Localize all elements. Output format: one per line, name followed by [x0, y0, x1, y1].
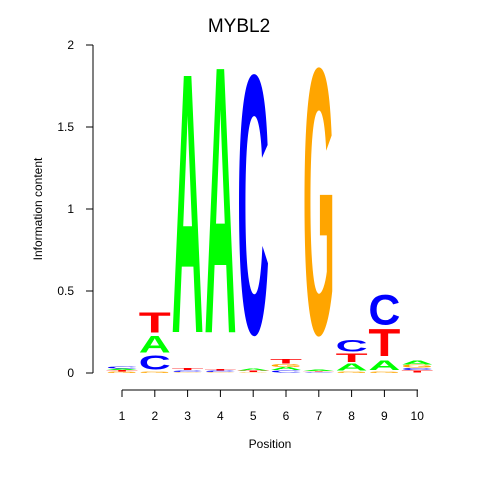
logo-letter-g: G: [139, 371, 171, 373]
logo-letter-a: A: [270, 367, 302, 372]
logo-letter-c: C: [139, 352, 171, 374]
y-axis: 0 0.5 1 1.5 2: [57, 38, 94, 380]
x-tick-label: 5: [250, 409, 257, 423]
logo-letter-g: G: [270, 363, 302, 367]
logo-letter-g: G: [237, 372, 269, 373]
logo-letter-t: T: [237, 371, 270, 373]
x-tick-label: 4: [217, 409, 224, 423]
logo-letter-c: C: [172, 370, 204, 372]
logo-letter-t: T: [270, 358, 302, 365]
logo-letter-t: T: [106, 370, 139, 372]
logo-letter-a: A: [106, 368, 138, 370]
logo-letter-t: T: [368, 321, 400, 365]
x-tick-label: 3: [184, 409, 191, 423]
x-axis: 1 2 3 4 5 6 7 8 9 10: [119, 389, 425, 423]
logo-letter-a: A: [401, 360, 433, 366]
y-tick-label: 0.5: [57, 284, 74, 298]
logo-letter-c: C: [237, 0, 269, 411]
x-tick-label: 9: [381, 409, 388, 423]
x-tick-label: 6: [283, 409, 290, 423]
logo-letter-a: A: [368, 357, 400, 373]
logo-letter-g: G: [303, 0, 335, 414]
logo-letter-g: G: [106, 371, 138, 373]
logo-letter-c: C: [368, 287, 400, 334]
logo-letter-a: A: [237, 368, 269, 371]
x-tick-label: 2: [151, 409, 158, 423]
logo-letter-g: G: [368, 371, 400, 373]
logo-letter-c: C: [204, 371, 236, 373]
logo-letter-a: A: [172, 0, 204, 412]
logo-letter-a: A: [336, 361, 368, 372]
logo-letter-t: T: [336, 351, 368, 364]
logo-letter-c: C: [270, 370, 302, 373]
logo-letter-g: G: [172, 372, 204, 373]
logo-letter-c: C: [106, 366, 138, 369]
y-tick-label: 2: [67, 38, 74, 52]
logo-letter-a: A: [204, 0, 236, 414]
logo-letter-c: C: [336, 338, 368, 356]
y-tick-label: 1: [67, 202, 74, 216]
logo-letter-c: C: [401, 368, 433, 371]
x-tick-label: 1: [119, 409, 126, 423]
logo-letter-c: C: [303, 372, 335, 373]
logo-letter-a: A: [139, 331, 171, 358]
y-tick-label: 1.5: [57, 120, 74, 134]
y-axis-label: Information content: [31, 157, 45, 260]
logo-letter-t: T: [139, 307, 171, 339]
x-tick-label: 8: [348, 409, 355, 423]
logo-letter-t: T: [172, 367, 204, 370]
x-axis-label: Position: [249, 437, 292, 451]
logo-letter-t: T: [204, 369, 237, 371]
logo-letter-g: G: [204, 372, 236, 373]
logo-letter-g: G: [336, 371, 368, 373]
logo-letter-a: A: [303, 369, 335, 371]
x-tick-label: 10: [411, 409, 425, 423]
logo-letter-t: T: [303, 371, 336, 372]
logo-letter-t: T: [401, 370, 433, 373]
chart-title: MYBL2: [208, 16, 270, 37]
x-tick-label: 7: [315, 409, 322, 423]
y-tick-label: 0: [67, 366, 74, 380]
logo-letter-g: G: [401, 364, 433, 368]
